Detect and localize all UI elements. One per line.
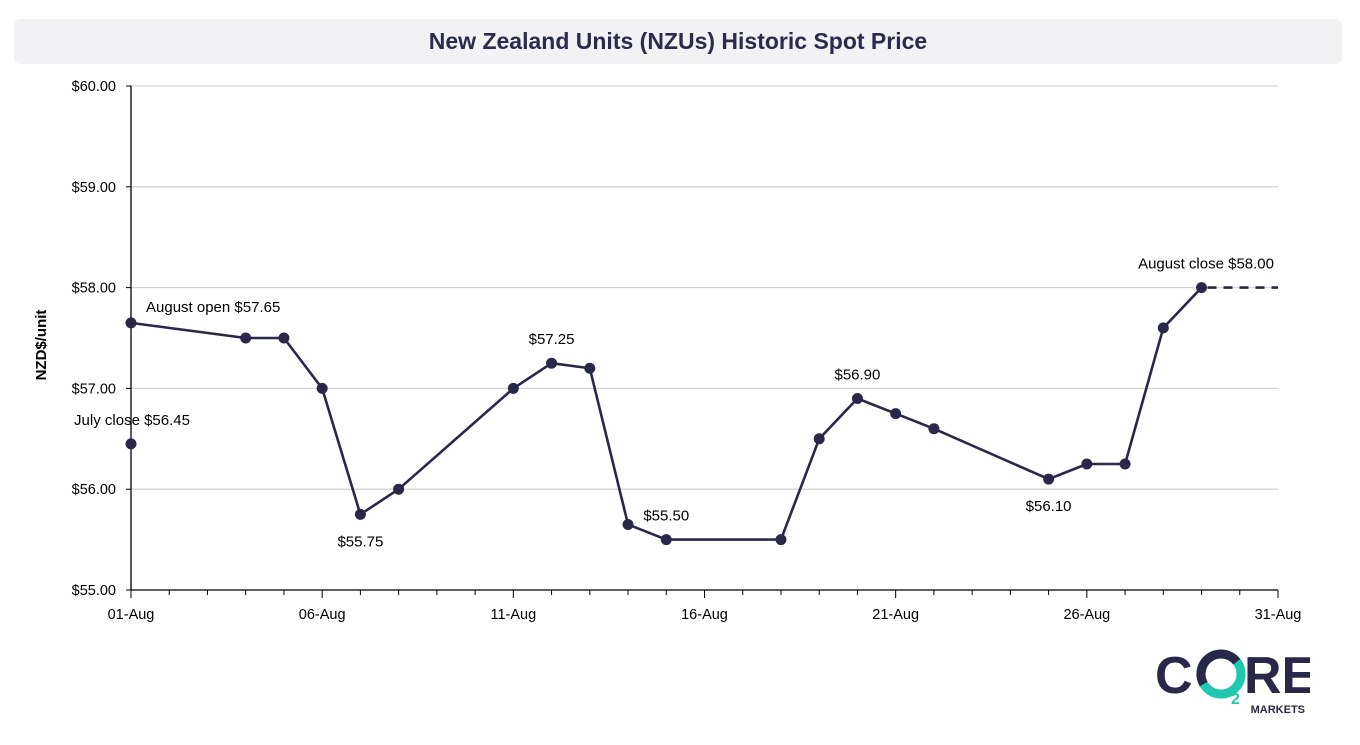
data-point: [660, 534, 672, 546]
data-label: $57.25: [529, 331, 575, 348]
data-point: [1119, 458, 1131, 470]
logo-tagline: MARKETS: [1251, 704, 1305, 716]
data-point: [775, 534, 787, 546]
data-point: [393, 483, 405, 495]
x-tick-label: 26-Aug: [1063, 607, 1110, 623]
data-point: [240, 332, 252, 344]
data-label: August open $57.65: [146, 299, 280, 316]
data-point: [1081, 458, 1093, 470]
y-tick-label: $56.00: [72, 482, 116, 498]
data-label: $56.10: [1026, 498, 1072, 515]
data-point: [507, 382, 519, 394]
data-label: $55.50: [643, 508, 689, 525]
x-tick-label: 01-Aug: [108, 607, 155, 623]
data-point-july-close: [125, 438, 137, 450]
data-point: [546, 357, 558, 369]
chart-title-bar: New Zealand Units (NZUs) Historic Spot P…: [14, 19, 1342, 64]
data-point: [851, 392, 863, 404]
logo-o-ring: [1196, 649, 1246, 699]
axes: [130, 86, 1278, 591]
y-tick-label: $57.00: [72, 381, 116, 397]
data-point: [584, 362, 596, 374]
data-point: [1157, 322, 1169, 334]
y-tick-label: $58.00: [72, 281, 116, 297]
data-label: $55.75: [337, 533, 383, 550]
x-tick-label: 06-Aug: [299, 607, 346, 623]
series-layer: [125, 282, 1278, 546]
data-point: [278, 332, 290, 344]
logo-graphic: C 2 RE MARKETS: [1155, 647, 1316, 716]
data-point: [622, 518, 634, 530]
data-point: [354, 508, 366, 520]
data-point: [1196, 282, 1208, 294]
grid-lines: [131, 85, 1278, 490]
data-point: [1043, 473, 1055, 485]
logo-letter-c: C: [1155, 647, 1193, 705]
y-tick-label: $55.00: [72, 583, 116, 599]
y-tick-label: $59.00: [72, 180, 116, 196]
logo-letters-re: RE: [1244, 647, 1310, 705]
data-label: July close $56.45: [74, 412, 190, 429]
data-point: [125, 317, 137, 329]
data-point: [928, 423, 940, 435]
chart-title: New Zealand Units (NZUs) Historic Spot P…: [428, 28, 928, 54]
core-markets-logo: C 2 RE MARKETS: [1150, 647, 1316, 721]
data-point: [316, 382, 328, 394]
data-point: [890, 408, 902, 420]
data-label: $56.90: [834, 366, 880, 383]
x-tick-label: 31-Aug: [1255, 607, 1302, 623]
y-axis-label: NZD$/unit: [33, 310, 50, 381]
data-point: [813, 433, 825, 445]
x-tick-label: 16-Aug: [681, 607, 728, 623]
x-tick-label: 21-Aug: [872, 607, 919, 623]
labels-layer: July close $56.45 August open $57.65 $55.7…: [74, 256, 1274, 551]
x-tick-label: 11-Aug: [490, 607, 536, 623]
y-tick-label: $60.00: [72, 79, 116, 95]
ticks: $55.00 $56.00 $57.00 $58.00 $59.00 $60.00 01-A…: [72, 79, 1302, 623]
logo-subscript-2: 2: [1231, 691, 1240, 708]
data-label: August close $58.00: [1138, 256, 1274, 273]
